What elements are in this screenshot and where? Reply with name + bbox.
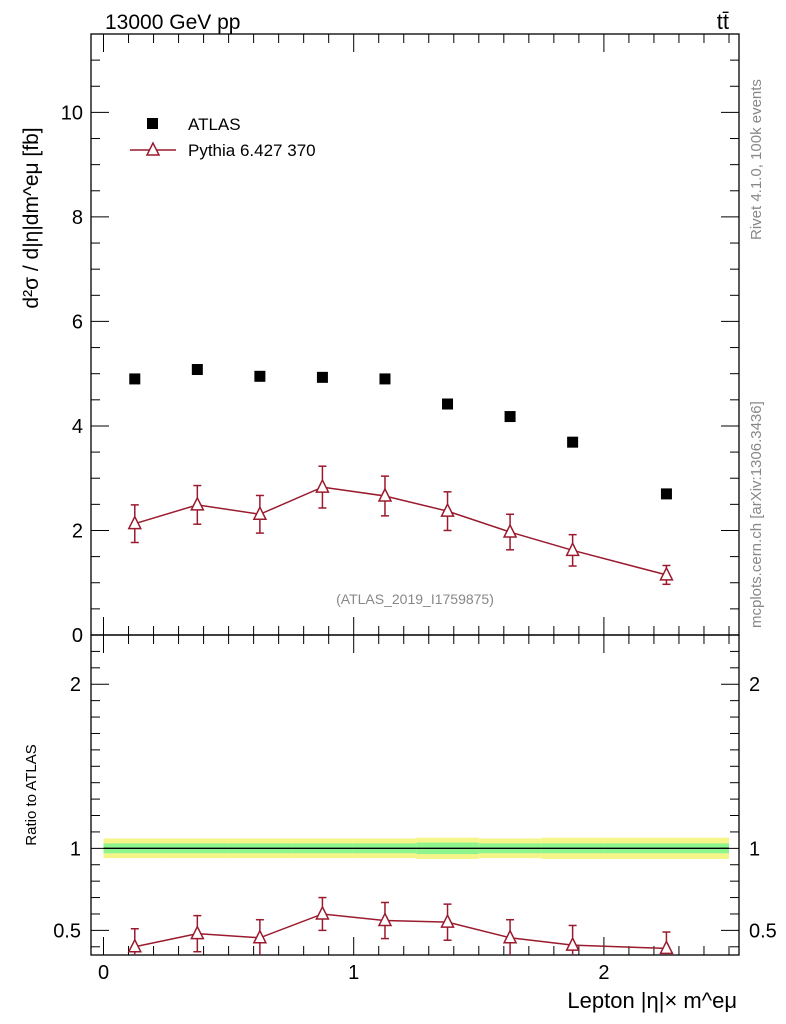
ratio-point xyxy=(190,924,205,940)
mc-point xyxy=(565,541,580,557)
mc-point xyxy=(659,566,674,581)
mc-point xyxy=(190,496,205,511)
ratio-y-tick-label-right: 0.5 xyxy=(749,920,777,942)
ratio-uncertainty-band xyxy=(103,837,729,859)
x-axis-label: Lepton |η|× m^eμ xyxy=(567,988,737,1013)
main-y-tick-label: 10 xyxy=(61,102,83,124)
mc-point xyxy=(315,478,330,493)
mc-series-line xyxy=(134,486,667,576)
legend-marker-atlas xyxy=(147,118,158,129)
mc-point xyxy=(252,505,268,521)
x-tick-label: 2 xyxy=(598,962,609,984)
ratio-point xyxy=(659,939,674,955)
atlas-point xyxy=(129,373,141,385)
ratio-plot-area xyxy=(127,896,674,955)
ratio-panel: 0.5 0.5 1 1 2 2 0 1 2 Ratio to ATLAS Lepton |η|×… xyxy=(23,634,777,1013)
ratio-y-tick-label: 0.5 xyxy=(53,920,81,942)
legend-label-atlas: ATLAS xyxy=(188,115,241,134)
analysis-label: (ATLAS_2019_I1759875) xyxy=(336,591,494,607)
atlas-point xyxy=(316,371,328,383)
main-y-tick-label: 2 xyxy=(72,520,83,542)
mc-point xyxy=(502,523,518,538)
rivet-label: Rivet 4.1.0, 100k events xyxy=(748,79,765,240)
ratio-point xyxy=(440,913,455,928)
main-y-tick-label: 8 xyxy=(72,207,83,229)
ratio-series-line xyxy=(134,913,667,950)
atlas-point xyxy=(191,364,203,376)
main-y-axis-label: d²σ / d|η|dm^eμ [fb] xyxy=(20,127,43,308)
ratio-frame xyxy=(90,634,740,956)
atlas-point xyxy=(379,373,391,385)
ratio-point xyxy=(565,936,580,951)
ratio-y-tick-label: 2 xyxy=(70,674,81,696)
atlas-point xyxy=(442,398,454,410)
ratio-point xyxy=(502,929,518,944)
main-y-tick-label: 4 xyxy=(72,416,83,438)
ratio-y-tick-label-right: 2 xyxy=(749,674,760,696)
atlas-point xyxy=(567,436,579,448)
ratio-y-tick-label-right: 1 xyxy=(749,838,760,860)
atlas-point xyxy=(254,370,266,382)
legend-label-mc: Pythia 6.427 370 xyxy=(188,141,316,160)
ratio-y-tick-label: 1 xyxy=(70,838,81,860)
x-tick-label: 1 xyxy=(348,962,359,984)
main-panel: 0 2 4 6 8 10 (ATLAS_2019_I1759875) ATLAS Pyth… xyxy=(20,33,740,647)
ratio-y-axis-label: Ratio to ATLAS xyxy=(23,744,40,845)
mcplots-label: mcplots.cern.ch [arXiv:1306.3436] xyxy=(748,401,765,628)
mc-point xyxy=(127,515,142,530)
legend-marker-mc xyxy=(145,141,161,156)
main-ticks: 0 2 4 6 8 10 xyxy=(61,34,739,647)
ratio-point xyxy=(315,905,330,920)
main-plot-area xyxy=(127,364,674,586)
ratio-point xyxy=(377,911,393,927)
ratio-y-axis-label-text: Ratio to ATLAS xyxy=(23,744,40,845)
atlas-point xyxy=(660,488,672,500)
energy-label: 13000 GeV pp xyxy=(105,11,240,34)
main-y-axis-label-text: d²σ / d|η|dm^eμ [fb] xyxy=(20,127,43,308)
ratio-point xyxy=(252,929,268,944)
mc-point xyxy=(377,487,393,502)
main-y-tick-label: 6 xyxy=(72,311,83,333)
legend: ATLAS Pythia 6.427 370 xyxy=(130,115,316,160)
x-tick-label: 0 xyxy=(98,962,109,984)
atlas-point xyxy=(504,411,516,423)
main-y-tick-label: 0 xyxy=(72,625,83,647)
ratio-ticks: 0.5 0.5 1 1 2 2 0 1 2 xyxy=(53,635,777,984)
ratio-point xyxy=(127,938,142,953)
mc-point xyxy=(440,502,455,517)
process-label: tt̄ xyxy=(717,9,729,34)
